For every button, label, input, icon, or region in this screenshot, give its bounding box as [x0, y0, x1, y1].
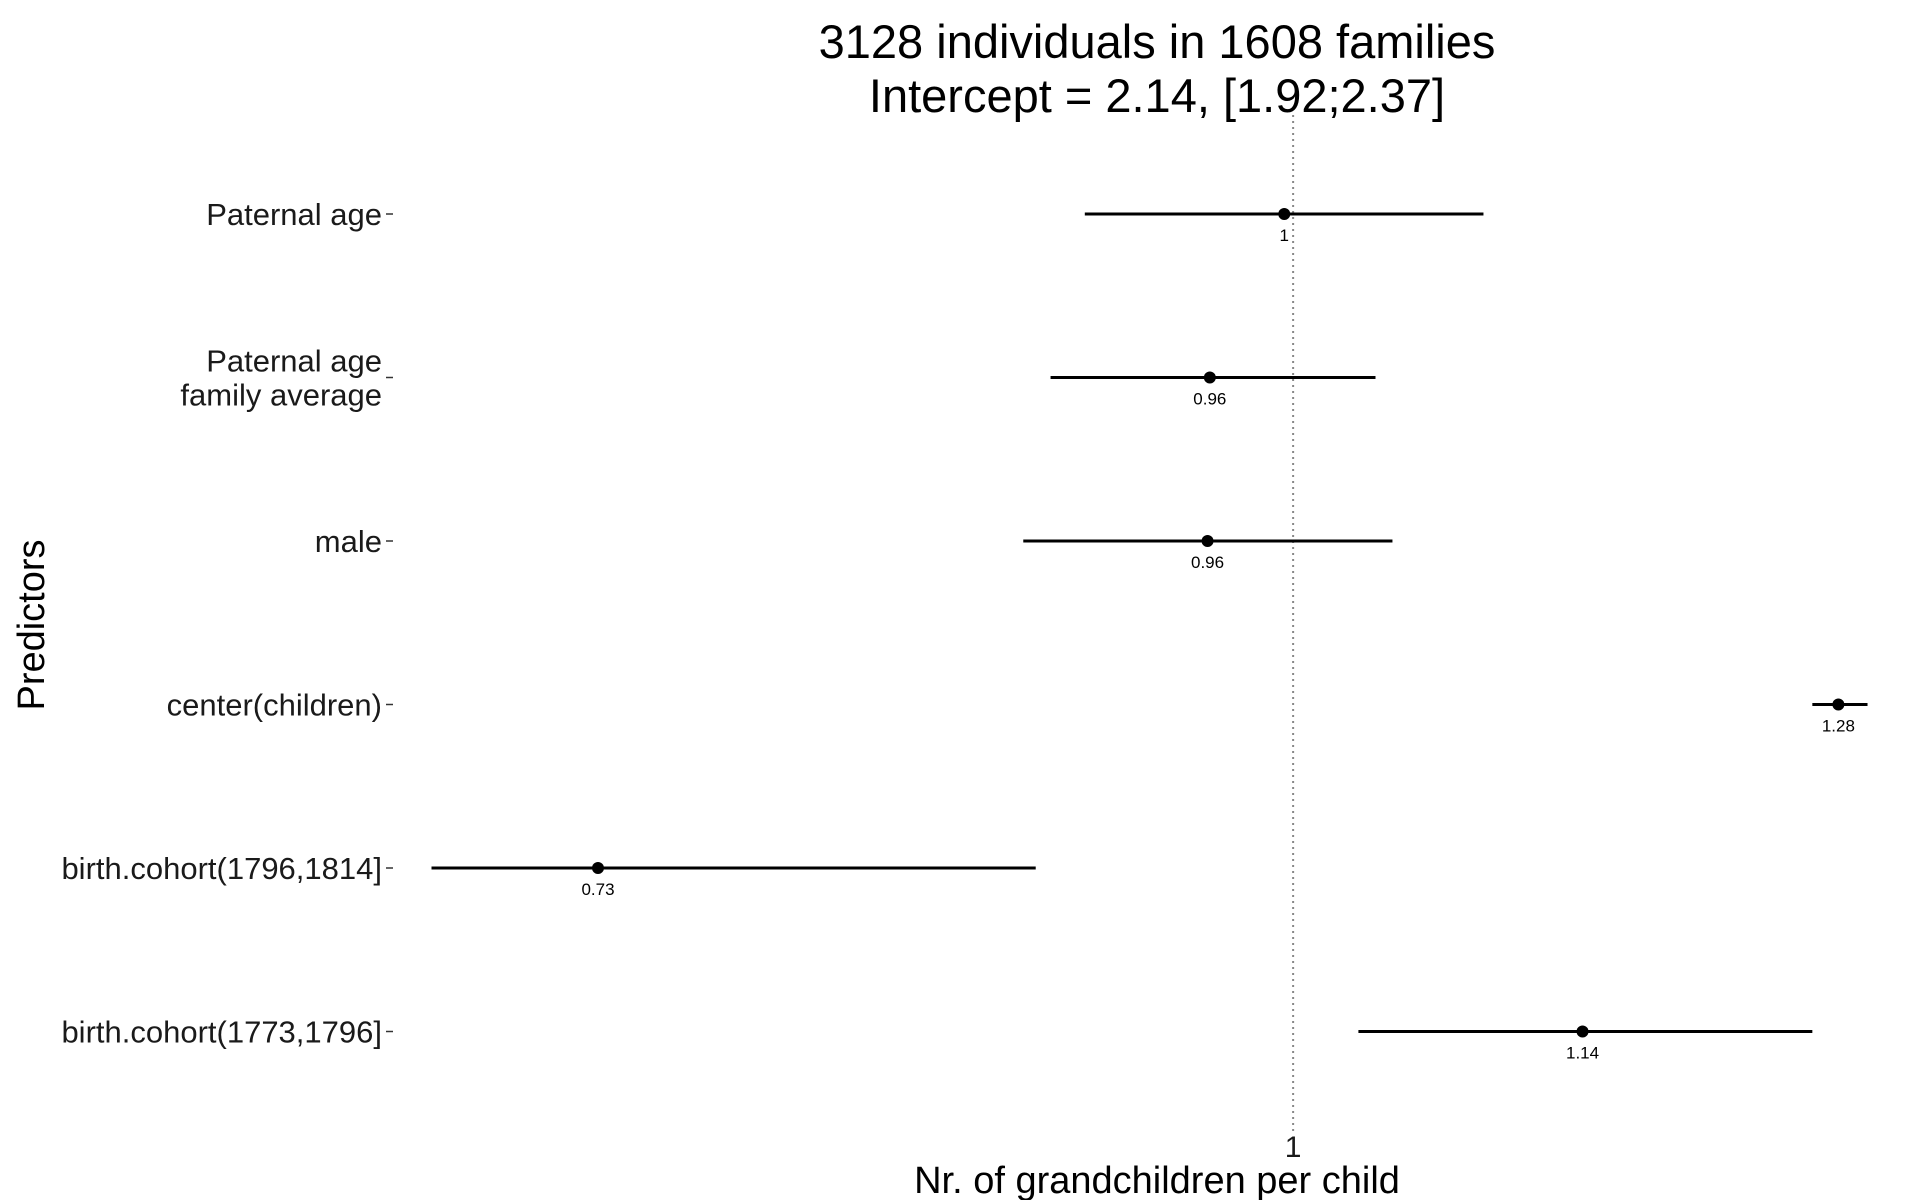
category-label-line: birth.cohort(1796,1814]: [61, 851, 382, 886]
category-label-line: Paternal age: [206, 197, 382, 232]
point-estimate: [1278, 208, 1291, 220]
category-label-line: birth.cohort(1773,1796]: [61, 1015, 382, 1050]
y-axis-title: Predictors: [11, 539, 53, 710]
data-label: 1.14: [1566, 1044, 1599, 1063]
category-label-line: family average: [180, 378, 382, 413]
data-label: 0.96: [1193, 390, 1226, 409]
data-label: 1: [1280, 226, 1289, 245]
point-estimate: [1832, 698, 1845, 711]
category-label-line: male: [315, 524, 382, 559]
category-label: birth.cohort(1796,1814]: [61, 851, 382, 886]
chart-subtitle: Intercept = 2.14, [1.92;2.37]: [869, 69, 1445, 122]
category-label: Paternal age: [206, 197, 382, 232]
point-estimate: [1201, 535, 1214, 547]
point-estimate: [1203, 371, 1216, 384]
category-label: birth.cohort(1773,1796]: [61, 1015, 382, 1050]
chart-title: 3128 individuals in 1608 families: [819, 15, 1496, 68]
x-tick-label: 1: [1285, 1131, 1302, 1164]
point-estimate: [591, 862, 604, 874]
x-axis-title: Nr. of grandchildren per child: [914, 1160, 1400, 1200]
category-label: Paternal age family average: [180, 344, 382, 413]
category-label: male: [315, 524, 382, 559]
category-label-line: center(children): [167, 688, 382, 723]
category-label: center(children): [167, 688, 382, 723]
data-label: 1.28: [1822, 717, 1855, 736]
data-label: 0.96: [1191, 553, 1224, 572]
category-label-line: Paternal age: [206, 344, 382, 379]
data-label: 0.73: [581, 880, 614, 899]
point-estimate: [1576, 1025, 1589, 1038]
